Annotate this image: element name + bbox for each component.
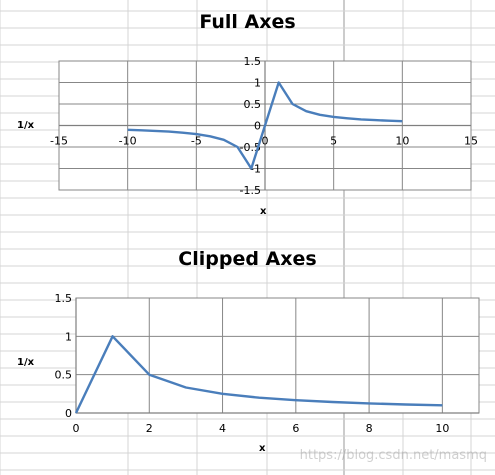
y-axis-label-full-axes: 1/x [17, 120, 35, 131]
y-tick-label: -1 [250, 163, 261, 176]
x-tick-label: 10 [395, 135, 409, 148]
x-tick-label: 0 [262, 135, 269, 148]
chart-title-full-axes: Full Axes [199, 11, 296, 33]
y-tick-label: 1.5 [55, 292, 73, 305]
y-tick-label: 0 [65, 407, 72, 420]
x-tick-label: 8 [366, 422, 373, 435]
y-tick-label: -1.5 [240, 184, 261, 197]
x-tick-label: -5 [191, 135, 202, 148]
series-line [127, 81, 403, 170]
x-tick-label: 5 [330, 135, 337, 148]
y-tick-label: 0.5 [55, 369, 73, 382]
x-tick-label: -10 [119, 135, 137, 148]
chart-title-clipped-axes: Clipped Axes [178, 248, 317, 270]
y-tick-label: -0.5 [240, 141, 261, 154]
plot-area [75, 297, 480, 414]
x-tick-label: 4 [219, 422, 226, 435]
x-tick-label: 6 [292, 422, 299, 435]
x-tick-label: 10 [435, 422, 449, 435]
x-axis-label-clipped-axes: x [259, 443, 266, 454]
series-line [74, 335, 443, 414]
y-tick-label: 1.5 [244, 55, 262, 68]
y-tick-label: 0 [254, 120, 261, 133]
x-axis-label-full-axes: x [260, 206, 267, 217]
y-tick-label: 1 [254, 77, 261, 90]
x-tick-label: 0 [73, 422, 80, 435]
y-tick-label: 1 [65, 330, 72, 343]
x-tick-label: 15 [464, 135, 478, 148]
y-tick-label: 0.5 [244, 98, 262, 111]
y-axis-label-clipped-axes: 1/x [17, 357, 35, 368]
x-tick-label: 2 [146, 422, 153, 435]
x-tick-label: -15 [50, 135, 68, 148]
watermark: https://blog.csdn.net/masmq [299, 448, 487, 463]
